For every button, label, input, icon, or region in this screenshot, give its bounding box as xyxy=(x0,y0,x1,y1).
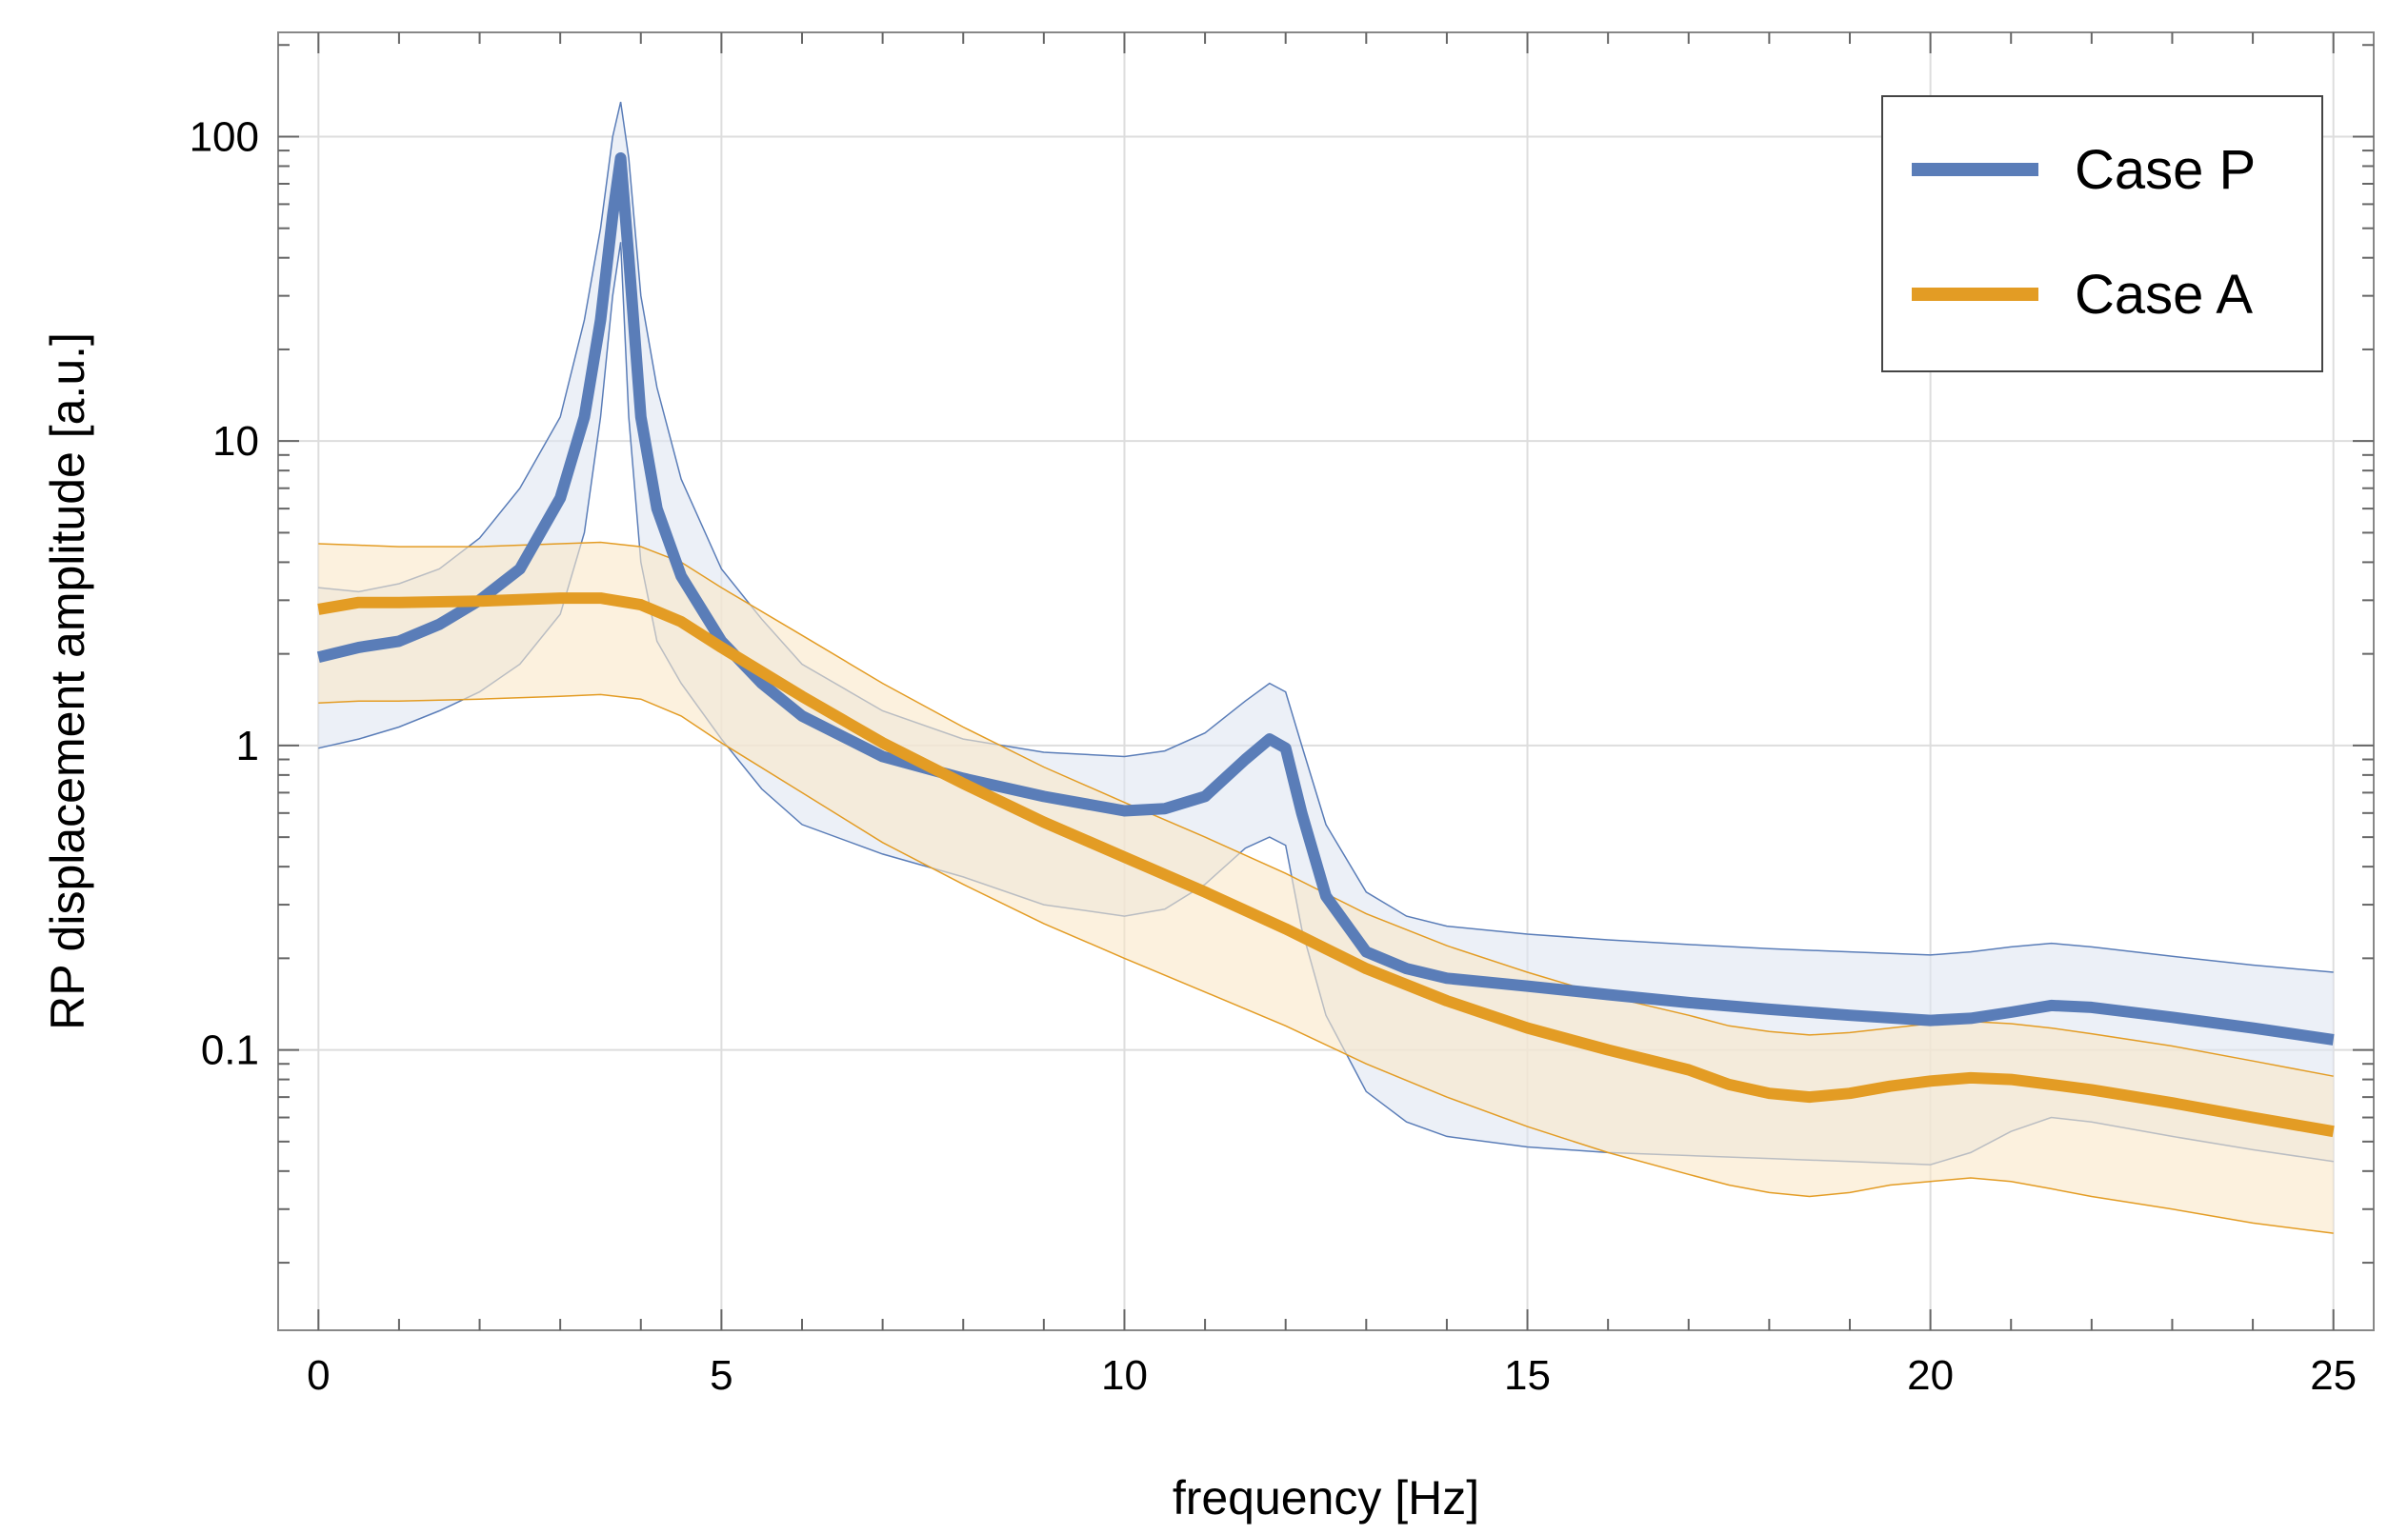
x-tick-label: 20 xyxy=(1907,1352,1954,1399)
x-tick-label: 10 xyxy=(1101,1352,1148,1399)
y-tick-label: 10 xyxy=(212,418,259,465)
series-line-case-a xyxy=(317,592,2335,1138)
plot-frame xyxy=(277,31,2375,1331)
y-tick-label: 100 xyxy=(190,113,259,160)
series-lines xyxy=(316,152,2335,1138)
axis-ticks xyxy=(278,32,2374,1330)
legend: Case P Case A xyxy=(1881,95,2323,372)
band-lower-case-a xyxy=(318,693,2334,1234)
series-line-case-p xyxy=(316,152,2335,1046)
y-axis-title: RP displacement amplitude [a.u.] xyxy=(41,332,94,1030)
band-case-a xyxy=(318,542,2334,1234)
legend-label-case-a: Case A xyxy=(2075,264,2253,326)
x-tick-label: 25 xyxy=(2310,1352,2357,1399)
legend-box xyxy=(1881,95,2323,372)
x-tick-label: 5 xyxy=(710,1352,732,1399)
x-tick-label: 15 xyxy=(1504,1352,1551,1399)
axis-tick-labels: 0 5 10 15 20 25 0.1 1 10 100 xyxy=(190,113,2358,1399)
x-axis-title: frequency [Hz] xyxy=(1173,1471,1479,1525)
band-upper-case-a xyxy=(318,541,2334,1077)
y-tick-label: 1 xyxy=(236,723,259,769)
y-tick-label: 0.1 xyxy=(201,1027,259,1074)
legend-label-case-p: Case P xyxy=(2075,139,2256,201)
x-tick-label: 0 xyxy=(307,1352,330,1399)
band-upper-case-p xyxy=(318,101,2334,973)
